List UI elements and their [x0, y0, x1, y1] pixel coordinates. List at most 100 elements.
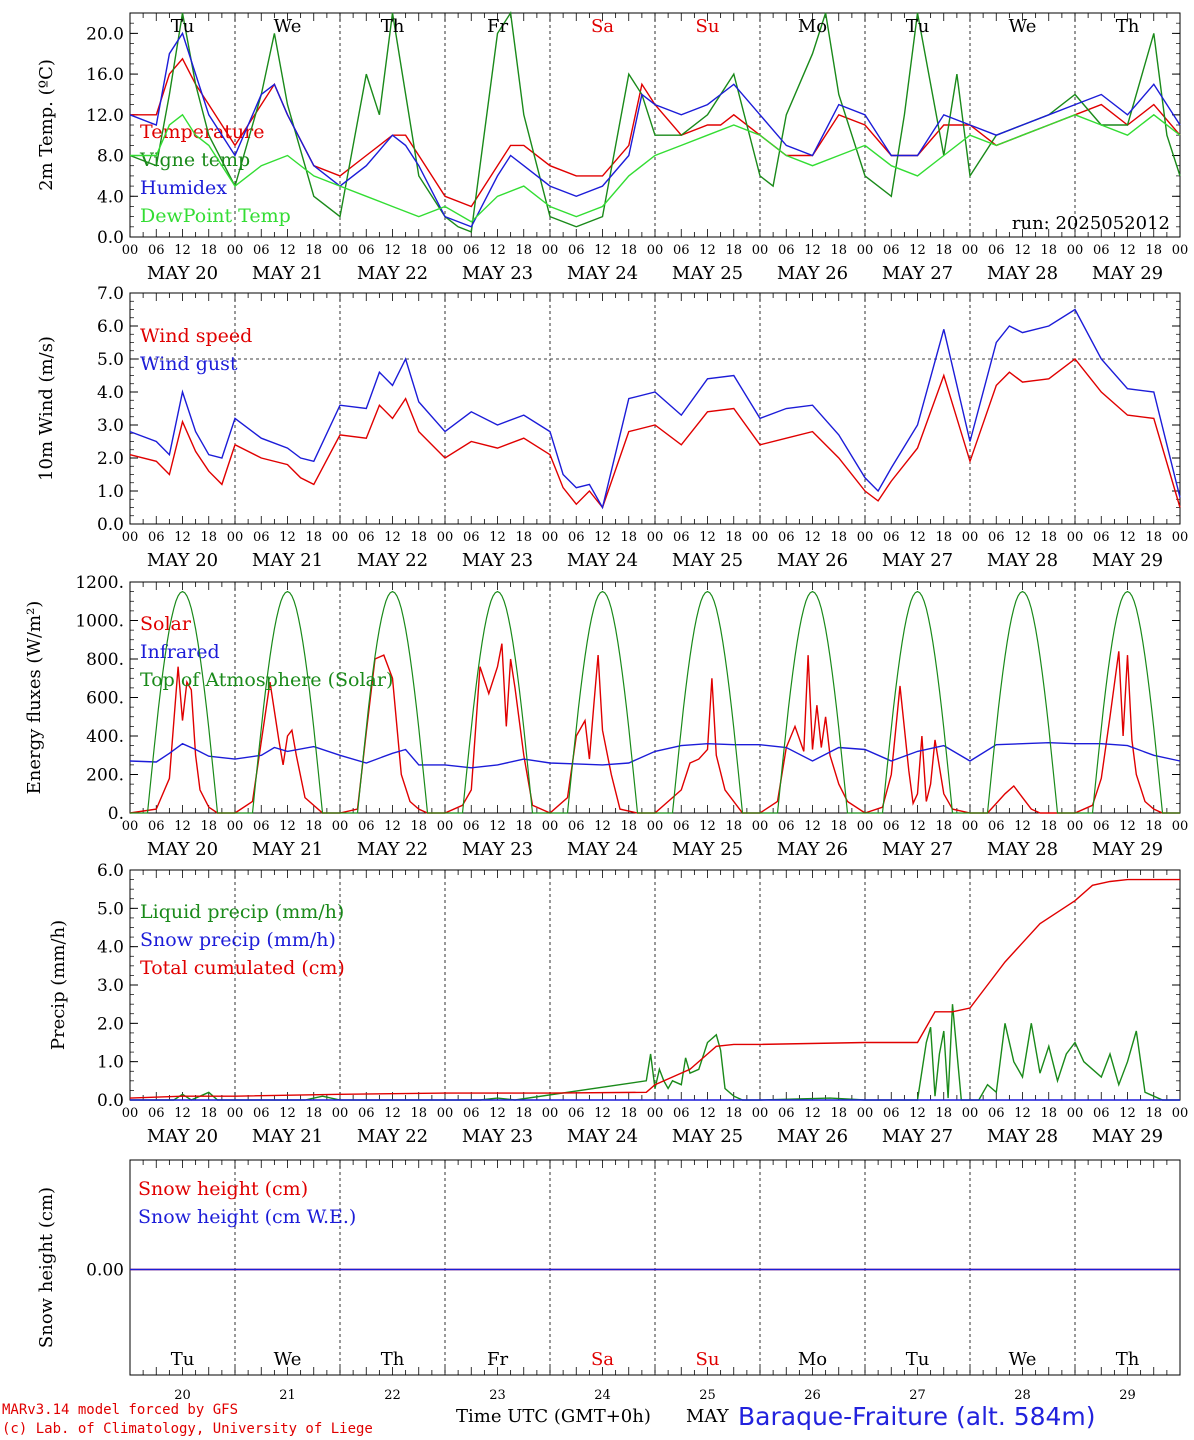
wind-y-tick-label: 6.0 — [97, 317, 124, 337]
wind-hour-label: 06 — [463, 530, 480, 545]
wind-date-label: MAY 23 — [462, 550, 533, 571]
weekday-label-top: Tu — [171, 16, 195, 37]
flux-hour-label: 12 — [1119, 819, 1136, 834]
precip-hour-label: 18 — [935, 1106, 952, 1121]
wind-hour-label: 12 — [384, 530, 401, 545]
temp-hour-label: 06 — [883, 243, 900, 258]
weekday-label-top: We — [1009, 16, 1037, 37]
wind-y-tick-label: 0.0 — [97, 515, 124, 535]
weekday-label-top: Th — [1116, 16, 1140, 37]
precip-y-tick-label: 3.0 — [97, 976, 124, 996]
flux-hour-label: 06 — [568, 819, 585, 834]
temp-hour-label: 00 — [437, 243, 454, 258]
precip-hour-label: 12 — [174, 1106, 191, 1121]
precip-hour-label: 06 — [358, 1106, 375, 1121]
wind-hour-label: 00 — [857, 530, 874, 545]
precip-hour-label: 18 — [1040, 1106, 1057, 1121]
wind-hour-label: 00 — [542, 530, 559, 545]
day-number-label: 28 — [1014, 1388, 1031, 1403]
flux-hour-label: 12 — [594, 819, 611, 834]
temp-hour-label: 12 — [594, 243, 611, 258]
wind-hour-label: 18 — [620, 530, 637, 545]
wind-hour-label: 00 — [1172, 530, 1189, 545]
temp-hour-label: 06 — [673, 243, 690, 258]
precip-y-tick-label: 0.0 — [97, 1091, 124, 1111]
temp-hour-label: 06 — [1093, 243, 1110, 258]
flux-hour-label: 18 — [1040, 819, 1057, 834]
precip-legend-1: Snow precip (mm/h) — [140, 929, 336, 951]
temp-y-tick-label: 8.0 — [97, 147, 124, 167]
day-number-label: 25 — [699, 1388, 716, 1403]
wind-y-tick-label: 3.0 — [97, 416, 124, 436]
precip-hour-label: 18 — [830, 1106, 847, 1121]
day-number-label: 22 — [384, 1388, 401, 1403]
flux-hour-label: 00 — [437, 819, 454, 834]
flux-date-label: MAY 21 — [252, 839, 323, 860]
snow-y-axis-label: Snow height (cm) — [36, 1187, 57, 1348]
wind-hour-label: 06 — [253, 530, 270, 545]
flux-hour-label: 00 — [122, 819, 139, 834]
flux-date-label: MAY 24 — [567, 839, 638, 860]
weekday-label-top: Th — [381, 16, 405, 37]
temp-y-axis-label: 2m Temp. (ºC) — [36, 59, 57, 191]
flux-hour-label: 06 — [148, 819, 165, 834]
precip-hour-label: 00 — [857, 1106, 874, 1121]
wind-hour-label: 06 — [988, 530, 1005, 545]
precip-date-label: MAY 27 — [882, 1126, 953, 1147]
temp-y-tick-label: 20.0 — [86, 24, 124, 44]
flux-y-axis-label: Energy fluxes (W/m²) — [24, 601, 45, 795]
wind-hour-label: 12 — [909, 530, 926, 545]
temp-hour-label: 18 — [725, 243, 742, 258]
precip-date-label: MAY 20 — [147, 1126, 218, 1147]
flux-hour-label: 06 — [673, 819, 690, 834]
wind-hour-label: 18 — [515, 530, 532, 545]
precip-hour-label: 18 — [410, 1106, 427, 1121]
day-number-label: 29 — [1119, 1388, 1136, 1403]
flux-hour-label: 18 — [935, 819, 952, 834]
day-number-label: 23 — [489, 1388, 506, 1403]
temp-hour-label: 00 — [752, 243, 769, 258]
precip-hour-label: 12 — [384, 1106, 401, 1121]
wind-hour-label: 12 — [489, 530, 506, 545]
weekday-label-bottom: Mo — [798, 1349, 827, 1370]
flux-date-label: MAY 22 — [357, 839, 428, 860]
flux-hour-label: 12 — [384, 819, 401, 834]
temp-series-2 — [129, 31, 1181, 228]
wind-hour-label: 00 — [437, 530, 454, 545]
snow-y-tick-label: 0.00 — [86, 1261, 124, 1281]
model-credit: MARv3.14 model forced by GFS — [2, 1402, 239, 1418]
temp-hour-label: 00 — [647, 243, 664, 258]
flux-date-label: MAY 26 — [777, 839, 848, 860]
temp-hour-label: 00 — [227, 243, 244, 258]
weekday-label-bottom: We — [274, 1349, 302, 1370]
flux-y-tick-label: 0. — [108, 804, 124, 824]
precip-hour-label: 00 — [542, 1106, 559, 1121]
precip-hour-label: 18 — [620, 1106, 637, 1121]
flux-hour-label: 00 — [647, 819, 664, 834]
precip-hour-label: 06 — [463, 1106, 480, 1121]
wind-date-label: MAY 21 — [252, 550, 323, 571]
flux-y-tick-label: 800. — [86, 650, 124, 670]
precip-hour-label: 12 — [804, 1106, 821, 1121]
wind-date-label: MAY 26 — [777, 550, 848, 571]
wind-date-label: MAY 25 — [672, 550, 743, 571]
day-number-label: 21 — [279, 1388, 296, 1403]
flux-hour-label: 12 — [699, 819, 716, 834]
temp-hour-label: 18 — [410, 243, 427, 258]
wind-hour-label: 12 — [804, 530, 821, 545]
weekday-label-top: Su — [696, 16, 720, 37]
wind-hour-label: 00 — [227, 530, 244, 545]
weekday-label-bottom: We — [1009, 1349, 1037, 1370]
wind-series-0 — [129, 358, 1181, 509]
weekday-label-top: We — [274, 16, 302, 37]
precip-date-label: MAY 28 — [987, 1126, 1058, 1147]
temp-hour-label: 12 — [1014, 243, 1031, 258]
temp-hour-label: 12 — [174, 243, 191, 258]
temp-hour-label: 18 — [305, 243, 322, 258]
precip-date-label: MAY 24 — [567, 1126, 638, 1147]
flux-date-label: MAY 20 — [147, 839, 218, 860]
wind-hour-label: 12 — [174, 530, 191, 545]
flux-hour-label: 00 — [1067, 819, 1084, 834]
flux-y-tick-label: 400. — [86, 727, 124, 747]
flux-hour-label: 18 — [725, 819, 742, 834]
